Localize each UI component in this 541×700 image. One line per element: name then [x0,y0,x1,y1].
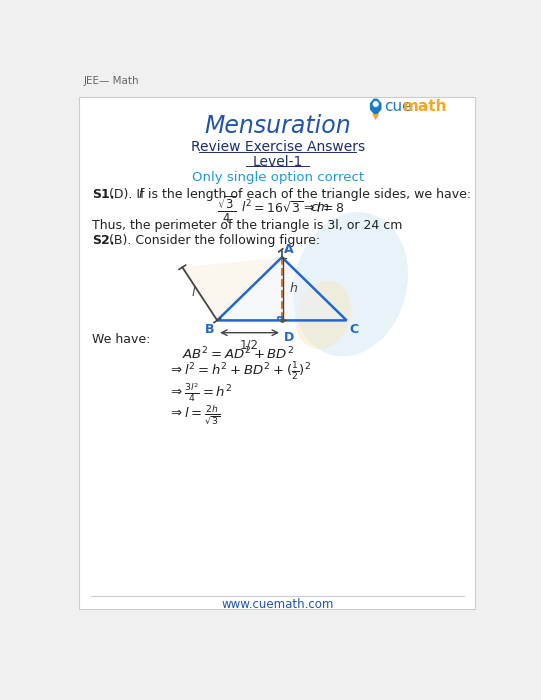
Text: C: C [349,323,359,336]
Text: $=16\sqrt{3}{\Rightarrow}l{=}8$: $=16\sqrt{3}{\Rightarrow}l{=}8$ [250,200,344,216]
Text: $AB^2 = AD^2 + BD^2$: $AB^2 = AD^2 + BD^2$ [182,345,294,362]
Text: l: l [192,286,195,299]
FancyBboxPatch shape [79,97,476,609]
Text: S2.: S2. [93,234,115,247]
Text: $l^2$: $l^2$ [241,199,252,216]
Text: cm: cm [310,202,329,214]
Text: JEE— Math: JEE— Math [83,76,138,86]
Text: cue: cue [385,99,412,114]
Text: (B). Consider the following figure:: (B). Consider the following figure: [109,234,320,247]
Ellipse shape [293,212,408,356]
Text: math: math [403,99,448,114]
Text: 1/2: 1/2 [240,338,259,351]
Polygon shape [182,258,282,321]
Text: $\Rightarrow l = \frac{2h}{\sqrt{3}}$: $\Rightarrow l = \frac{2h}{\sqrt{3}}$ [168,403,221,426]
Circle shape [373,102,378,106]
Text: $\frac{\sqrt{3}}{4}$: $\frac{\sqrt{3}}{4}$ [217,194,236,225]
Text: (D). If: (D). If [109,188,148,201]
Text: h: h [289,282,298,295]
Text: We have:: We have: [93,333,151,346]
Polygon shape [370,99,381,114]
Text: is the length of each of the triangle sides, we have:: is the length of each of the triangle si… [143,188,471,201]
Text: l: l [139,188,142,201]
Text: S1.: S1. [93,188,115,201]
Polygon shape [217,258,347,321]
Text: A: A [284,243,294,256]
Text: Thus, the perimeter of the triangle is 3l, or 24 cm: Thus, the perimeter of the triangle is 3… [93,219,403,232]
Text: $\Rightarrow l^2 = h^2 + BD^2 +(\frac{1}{2})^2$: $\Rightarrow l^2 = h^2 + BD^2 +(\frac{1}… [168,361,311,383]
Text: B: B [204,323,214,336]
Ellipse shape [295,281,352,349]
Polygon shape [372,114,379,120]
Text: www.cuemath.com: www.cuemath.com [221,598,334,611]
Text: Level-1: Level-1 [253,155,303,169]
Text: $\Rightarrow\frac{3l^2}{4} = h^2$: $\Rightarrow\frac{3l^2}{4} = h^2$ [168,382,233,404]
Text: Mensuration: Mensuration [204,114,351,139]
Text: Review Exercise Answers: Review Exercise Answers [190,140,365,154]
Text: D: D [284,331,294,344]
Text: Only single option correct: Only single option correct [192,172,364,184]
